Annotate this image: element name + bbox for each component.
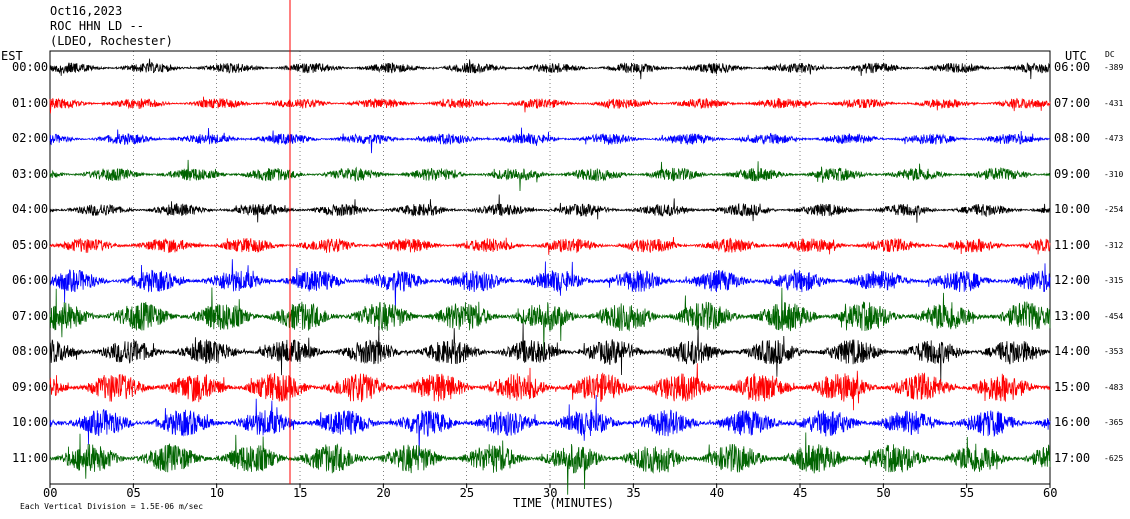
est-axis-label: EST bbox=[1, 49, 23, 63]
dc-offset-label: -312 bbox=[1104, 240, 1124, 250]
dc-axis-label: DC bbox=[1105, 50, 1115, 59]
dc-offset-label: -431 bbox=[1104, 98, 1124, 108]
trace-row-1100 bbox=[49, 432, 1051, 495]
utc-hour-label: 07:00 bbox=[1054, 95, 1091, 110]
dc-offset-label: -389 bbox=[1104, 63, 1124, 72]
est-hour-label: 00:00 bbox=[12, 60, 49, 74]
dc-offset-label: -625 bbox=[1104, 453, 1124, 463]
x-tick-label: 00 bbox=[43, 486, 58, 500]
est-hour-label: 08:00 bbox=[12, 344, 49, 358]
trace-row-0300 bbox=[49, 159, 1051, 192]
est-hour-label: 06:00 bbox=[12, 273, 49, 287]
est-hour-label: 09:00 bbox=[12, 379, 49, 394]
x-tick-label: 45 bbox=[793, 486, 808, 500]
trace-row-0200 bbox=[49, 127, 1051, 154]
x-tick-label: 40 bbox=[709, 486, 725, 500]
utc-hour-label: 13:00 bbox=[1054, 308, 1091, 323]
utc-hour-label: 17:00 bbox=[1054, 450, 1091, 465]
title-network: (LDEO, Rochester) bbox=[50, 34, 173, 48]
est-hour-label: 04:00 bbox=[12, 202, 49, 216]
trace-row-0900 bbox=[49, 363, 1051, 411]
utc-hour-label: 16:00 bbox=[1054, 415, 1091, 429]
trace-row-1000 bbox=[49, 394, 1051, 456]
dc-offset-label: -365 bbox=[1104, 418, 1124, 427]
trace-row-0700 bbox=[49, 287, 1051, 355]
est-hour-label: 01:00 bbox=[12, 95, 49, 110]
est-hour-label: 11:00 bbox=[12, 450, 49, 465]
x-tick-label: 55 bbox=[959, 486, 975, 500]
trace-row-0100 bbox=[49, 96, 1051, 114]
footer-scale-note: Each Vertical Division = 1.5E-06 m/sec bbox=[20, 502, 204, 511]
x-axis-label: TIME (MINUTES) bbox=[513, 496, 615, 510]
dc-offset-label: -254 bbox=[1104, 205, 1124, 214]
dc-offset-label: -310 bbox=[1104, 169, 1124, 179]
trace-row-0800 bbox=[49, 323, 1051, 382]
x-tick-label: 20 bbox=[376, 486, 391, 500]
utc-axis-label: UTC bbox=[1065, 49, 1087, 63]
dc-offset-label: -353 bbox=[1104, 347, 1124, 356]
dc-offset-label: -473 bbox=[1104, 134, 1124, 143]
est-hour-label: 10:00 bbox=[12, 415, 49, 429]
trace-row-0000 bbox=[49, 58, 1051, 80]
utc-hour-label: 09:00 bbox=[1054, 166, 1091, 181]
dc-offset-label: -454 bbox=[1104, 311, 1124, 321]
est-hour-label: 05:00 bbox=[12, 237, 49, 252]
x-tick-label: 05 bbox=[126, 486, 141, 500]
est-hour-label: 07:00 bbox=[12, 308, 49, 323]
x-tick-label: 50 bbox=[876, 486, 891, 500]
x-tick-label: 60 bbox=[1043, 486, 1058, 500]
utc-hour-label: 14:00 bbox=[1054, 344, 1091, 358]
utc-hour-label: 06:00 bbox=[1054, 60, 1091, 74]
title-date: Oct16,2023 bbox=[50, 4, 123, 18]
est-hour-label: 02:00 bbox=[12, 131, 49, 145]
utc-hour-label: 12:00 bbox=[1054, 273, 1091, 287]
utc-hour-label: 15:00 bbox=[1054, 379, 1091, 394]
dc-offset-label: -315 bbox=[1104, 276, 1124, 285]
title-station: ROC HHN LD -- bbox=[50, 19, 144, 33]
x-tick-label: 25 bbox=[459, 486, 475, 500]
trace-row-0500 bbox=[49, 236, 1051, 255]
utc-hour-label: 10:00 bbox=[1054, 202, 1091, 216]
x-tick-label: 35 bbox=[626, 486, 641, 500]
trace-row-0400 bbox=[50, 194, 1051, 223]
x-tick-label: 10 bbox=[209, 486, 225, 500]
utc-hour-label: 08:00 bbox=[1054, 131, 1091, 145]
x-tick-label: 15 bbox=[293, 486, 308, 500]
x-tick-label: 30 bbox=[543, 486, 558, 500]
trace-row-0600 bbox=[49, 259, 1051, 310]
est-hour-label: 03:00 bbox=[12, 166, 49, 181]
utc-hour-label: 11:00 bbox=[1054, 237, 1091, 252]
dc-offset-label: -483 bbox=[1104, 382, 1124, 392]
